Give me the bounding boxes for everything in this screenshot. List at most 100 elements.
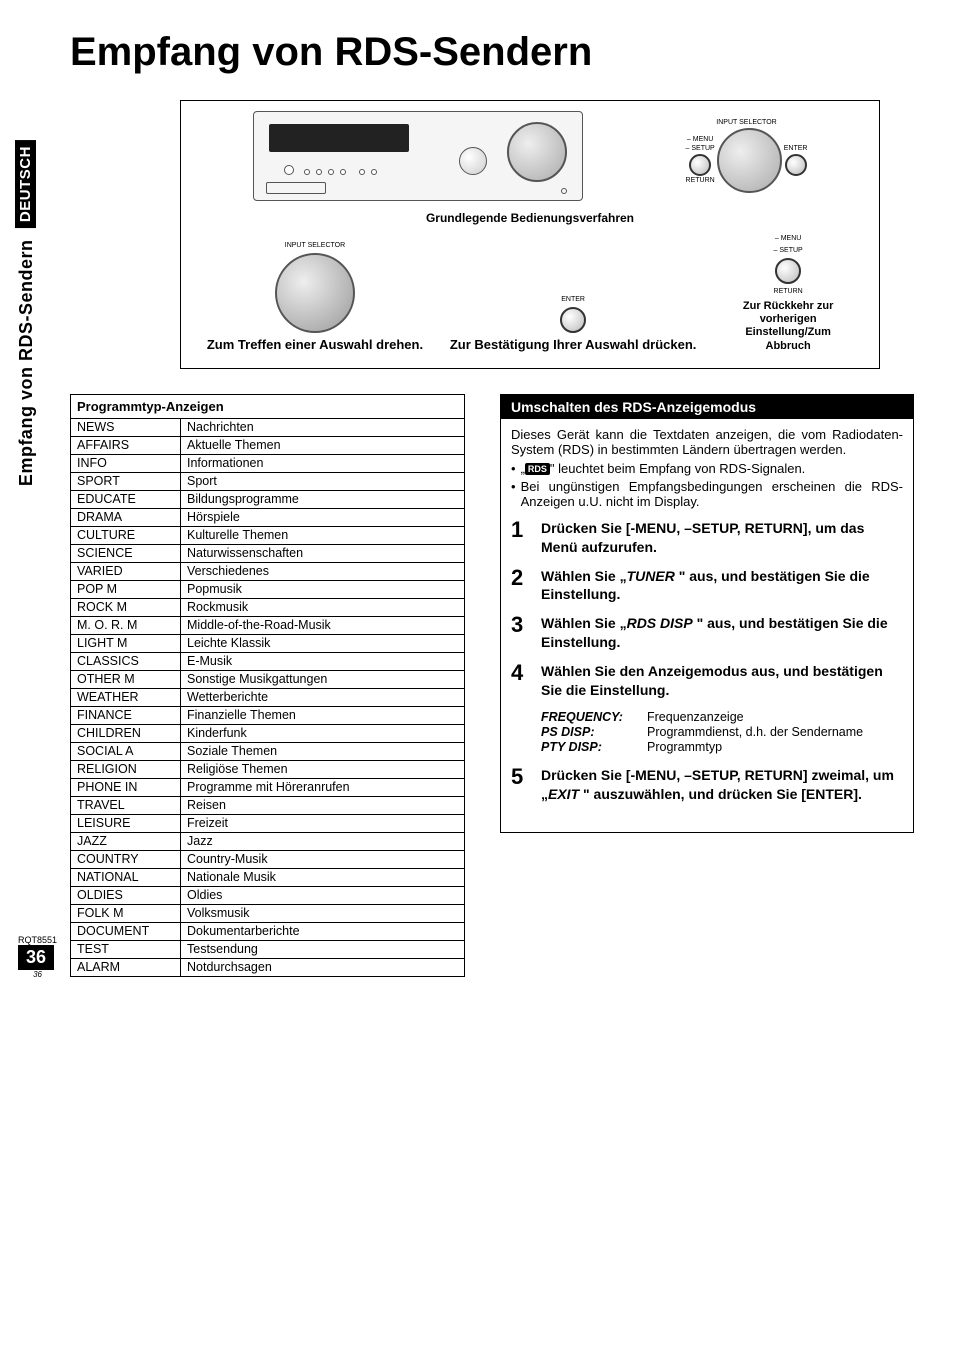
setup-label-small: – SETUP [774,247,803,255]
right-column: Umschalten des RDS-Anzeigemodus Dieses G… [500,394,914,833]
def-row: PTY DISP:Programmtyp [541,740,903,754]
table-cell-code: FINANCE [71,706,181,724]
page-number-block: RQT8551 36 36 [18,935,57,979]
table-row: VARIEDVerschiedenes [71,562,465,580]
program-type-table: Programmtyp-Anzeigen NEWSNachrichtenAFFA… [70,394,465,977]
left-column: Programmtyp-Anzeigen NEWSNachrichtenAFFA… [70,394,465,977]
bullet-marker: • [511,479,516,509]
table-cell-desc: Soziale Themen [181,742,465,760]
enter-label: ENTER [784,145,808,153]
step-number: 4 [511,662,531,700]
table-cell-desc: Popmusik [181,580,465,598]
table-cell-desc: Naturwissenschaften [181,544,465,562]
table-cell-code: ALARM [71,958,181,976]
menu-button-large-icon [775,258,801,284]
definition-list: FREQUENCY:Frequenzanzeige PS DISP:Progra… [541,710,903,754]
section-header: Umschalten des RDS-Anzeigemodus [501,395,913,419]
table-cell-code: SCIENCE [71,544,181,562]
table-cell-code: ROCK M [71,598,181,616]
table-cell-desc: Hörspiele [181,508,465,526]
device-front-illustration [253,111,583,201]
step-1: 1 Drücken Sie [-MENU, –SETUP, RETURN], u… [511,519,903,557]
def-key: PTY DISP: [541,740,641,754]
table-row: OTHER MSonstige Musikgattungen [71,670,465,688]
menu-label: – MENU [687,136,713,144]
table-row: TRAVELReisen [71,796,465,814]
table-cell-desc: Leichte Klassik [181,634,465,652]
input-selector-label-small: INPUT SELECTOR [285,242,345,250]
side-tab-section: Empfang von RDS-Sendern [16,234,37,493]
menu-label-small: – MENU [775,235,801,243]
device-tray-icon [266,182,326,194]
device-button-icon [371,169,377,175]
table-cell-desc: Rockmusik [181,598,465,616]
table-row: NATIONALNationale Musik [71,868,465,886]
setup-label: – SETUP [686,145,715,153]
bullet-text: Bei ungünstigen Empfangsbedingungen ersc… [521,479,903,509]
device-button-icon [359,169,365,175]
page-title: Empfang von RDS-Sendern [70,30,914,75]
table-row: PHONE INProgramme mit Höreranrufen [71,778,465,796]
step-text: Wählen Sie den Anzeigemodus aus, und bes… [541,662,903,700]
table-row: RELIGIONReligiöse Themen [71,760,465,778]
device-button-icon [340,169,346,175]
step-text: Wählen Sie „RDS DISP " aus, und bestätig… [541,614,903,652]
step-2: 2 Wählen Sie „TUNER " aus, und bestätige… [511,567,903,605]
table-row: POP MPopmusik [71,580,465,598]
table-cell-desc: Nationale Musik [181,868,465,886]
table-cell-desc: Dokumentarberichte [181,922,465,940]
return-control: – MENU – SETUP RETURN Zur Rückkehr zur v… [723,235,853,353]
table-row: NEWSNachrichten [71,418,465,436]
step-5: 5 Drücken Sie [-MENU, –SETUP, RETURN] zw… [511,766,903,804]
table-cell-desc: Sport [181,472,465,490]
diagram-box: INPUT SELECTOR – MENU – SETUP RETURN ENT… [180,100,880,369]
page-sub: 36 [18,970,57,979]
bullet-marker: • [511,461,516,476]
table-cell-desc: Finanzielle Themen [181,706,465,724]
step-number: 3 [511,614,531,652]
def-value: Frequenzanzeige [647,710,744,724]
table-row: INFOInformationen [71,454,465,472]
table-row: AFFAIRSAktuelle Themen [71,436,465,454]
diagram-bottom-row: INPUT SELECTOR Zum Treffen einer Auswahl… [201,235,859,353]
table-row: FINANCEFinanzielle Themen [71,706,465,724]
confirm-caption: Zur Bestätigung Ihrer Auswahl drücken. [450,337,697,353]
device-input-selector-knob-icon [507,122,567,182]
table-row: CULTUREKulturelle Themen [71,526,465,544]
table-row: CLASSICSE-Musik [71,652,465,670]
step-text: Wählen Sie „TUNER " aus, und bestätigen … [541,567,903,605]
step-text: Drücken Sie [-MENU, –SETUP, RETURN], um … [541,519,903,557]
table-cell-code: JAZZ [71,832,181,850]
input-selector-label: INPUT SELECTOR [716,119,776,127]
table-cell-code: COUNTRY [71,850,181,868]
table-cell-code: SOCIAL A [71,742,181,760]
table-cell-code: WEATHER [71,688,181,706]
return-label: RETURN [686,177,715,185]
table-row: SOCIAL ASoziale Themen [71,742,465,760]
table-cell-code: DRAMA [71,508,181,526]
table-cell-code: SPORT [71,472,181,490]
menu-button-icon [689,154,711,176]
table-cell-code: OTHER M [71,670,181,688]
rds-badge-icon: RDS [525,463,550,475]
table-cell-code: PHONE IN [71,778,181,796]
table-cell-code: CLASSICS [71,652,181,670]
table-cell-code: M. O. R. M [71,616,181,634]
table-cell-desc: Informationen [181,454,465,472]
table-cell-desc: Programme mit Höreranrufen [181,778,465,796]
table-cell-code: POP M [71,580,181,598]
table-cell-code: LIGHT M [71,634,181,652]
table-cell-code: RELIGION [71,760,181,778]
table-cell-desc: Freizeit [181,814,465,832]
rds-badge-line: • „RDS" leuchtet beim Empfang von RDS-Si… [511,461,903,476]
table-row: SPORTSport [71,472,465,490]
table-row: ALARMNotdurchsagen [71,958,465,976]
table-cell-desc: Sonstige Musikgattungen [181,670,465,688]
table-row: EDUCATEBildungsprogramme [71,490,465,508]
table-row: SCIENCENaturwissenschaften [71,544,465,562]
table-cell-desc: Oldies [181,886,465,904]
table-row: M. O. R. MMiddle-of-the-Road-Musik [71,616,465,634]
rqt-code: RQT8551 [18,935,57,945]
return-label-small: RETURN [774,288,803,296]
right-body: Dieses Gerät kann die Textdaten anzeigen… [501,419,913,822]
